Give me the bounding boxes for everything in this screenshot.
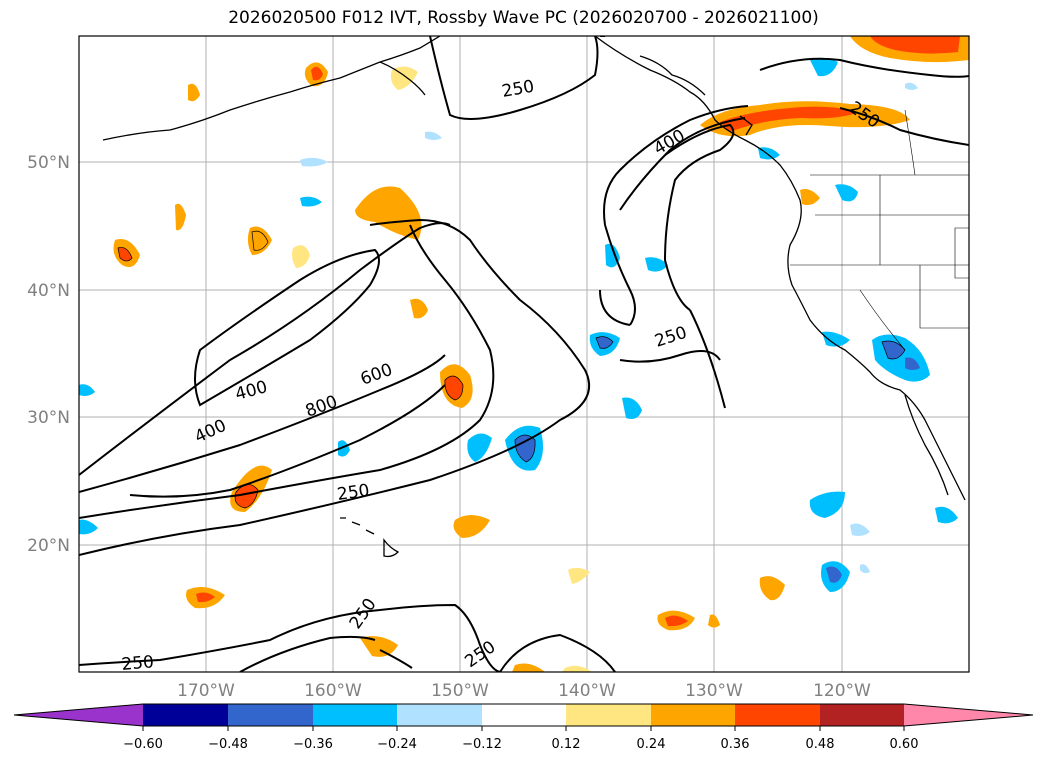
colorbar-tick: 0.48 <box>806 737 835 752</box>
colorbar-segment <box>397 704 482 726</box>
lon-label: 150°W <box>431 681 489 701</box>
lon-label: 120°W <box>813 681 871 701</box>
colorbar-segment <box>651 704 735 726</box>
colorbar-segment <box>482 704 566 726</box>
colorbar-segment <box>313 704 397 726</box>
lon-label: 140°W <box>558 681 616 701</box>
colorbar-segment <box>14 704 143 726</box>
colorbar-tick: −0.12 <box>462 737 502 752</box>
colorbar-segment <box>904 704 1033 726</box>
contour-label: 250 <box>121 652 155 675</box>
coastlines <box>102 36 966 558</box>
colorbar-tick: −0.48 <box>208 737 248 752</box>
colorbar-tick: 0.60 <box>890 737 919 752</box>
colorbar-segment <box>735 704 820 726</box>
longitude-labels: 170°W 160°W 150°W 140°W 130°W 120°W <box>177 681 871 701</box>
lat-label: 40°N <box>27 281 70 301</box>
lon-label: 130°W <box>685 681 743 701</box>
map-plot: 250 400 400 600 800 250 400 250 250 250 … <box>79 36 969 675</box>
colorbar-segment <box>143 704 228 726</box>
figure-title: 2026020500 F012 IVT, Rossby Wave PC (202… <box>228 8 819 28</box>
colorbar-tick: 0.12 <box>552 737 581 752</box>
positive-anomalies <box>113 36 969 672</box>
ivt-contours <box>79 36 969 672</box>
colorbar-tick: −0.36 <box>293 737 333 752</box>
gridlines <box>79 36 969 672</box>
contour-label: 250 <box>336 481 371 505</box>
colorbar-tick: −0.60 <box>123 737 163 752</box>
colorbar-segment <box>228 704 313 726</box>
colorbar-tick: 0.24 <box>637 737 666 752</box>
lat-label: 50°N <box>27 153 70 173</box>
map-frame <box>78 35 970 673</box>
latitude-labels: 50°N 40°N 30°N 20°N <box>27 153 70 556</box>
negative-anomalies <box>79 57 958 592</box>
lon-label: 170°W <box>177 681 235 701</box>
colorbar-segment <box>566 704 651 726</box>
lat-label: 30°N <box>27 408 70 428</box>
colorbar-segment <box>820 704 904 726</box>
colorbar-tick: −0.24 <box>377 737 417 752</box>
borders <box>790 109 969 351</box>
lon-label: 160°W <box>304 681 362 701</box>
colorbar-tick: 0.36 <box>721 737 750 752</box>
colorbar: −0.60 −0.48 −0.36 −0.24 −0.12 0.12 0.24 … <box>13 703 1034 752</box>
lat-label: 20°N <box>27 536 70 556</box>
